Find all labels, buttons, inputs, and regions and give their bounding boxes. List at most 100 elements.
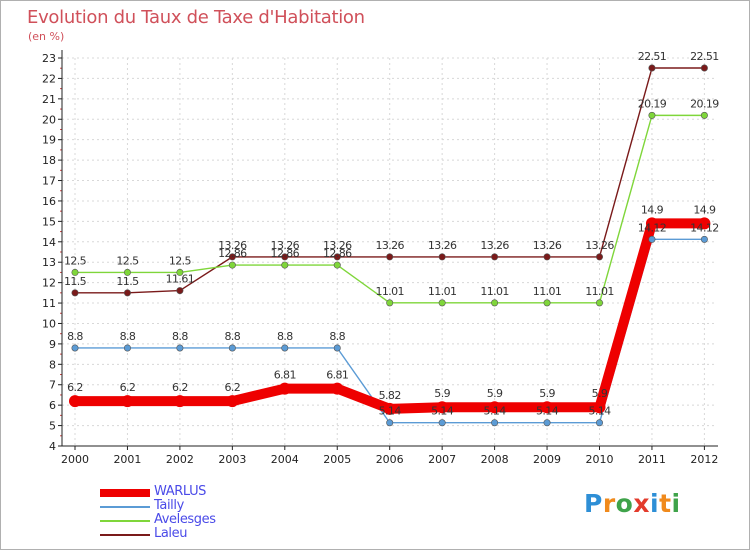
x-tick-label: 2010	[586, 453, 614, 466]
data-point-avelesges	[595, 299, 603, 307]
data-point-avelesges	[123, 268, 131, 276]
y-tick-label: 10	[42, 317, 56, 330]
x-tick-label: 2006	[376, 453, 404, 466]
data-point-tailly	[333, 344, 341, 352]
data-point-warlus	[383, 402, 396, 415]
legend-label: Laleu	[154, 526, 188, 541]
data-label-laleu: 13.26	[480, 239, 509, 252]
data-label-laleu: 11.61	[166, 273, 195, 286]
data-label-tailly: 8.8	[120, 330, 136, 343]
data-point-avelesges	[438, 299, 446, 307]
data-point-laleu	[543, 253, 551, 261]
logo-letter: x	[633, 489, 650, 518]
data-point-warlus	[278, 382, 291, 395]
legend-item-tailly: Tailly	[100, 498, 300, 515]
data-point-tailly	[491, 419, 499, 427]
data-point-avelesges	[176, 268, 184, 276]
y-tick-label: 17	[42, 175, 56, 188]
data-point-warlus	[226, 395, 239, 408]
data-label-tailly: 8.8	[172, 330, 188, 343]
data-point-laleu	[228, 253, 236, 261]
y-tick-label: 16	[42, 195, 56, 208]
data-label-avelesges: 12.5	[64, 254, 87, 267]
data-label-warlus: 5.9	[434, 387, 450, 400]
data-label-warlus: 6.81	[326, 369, 348, 382]
x-tick-label: 2000	[61, 453, 89, 466]
x-tick-label: 2003	[218, 453, 246, 466]
data-label-warlus: 6.81	[274, 369, 296, 382]
proxiti-logo: Proxiti	[584, 489, 681, 518]
data-point-laleu	[176, 287, 184, 295]
data-label-avelesges: 12.86	[218, 247, 247, 260]
data-label-warlus: 6.2	[172, 381, 188, 394]
data-point-tailly	[386, 419, 394, 427]
x-tick-label: 2004	[271, 453, 299, 466]
data-label-warlus: 5.9	[487, 387, 503, 400]
data-point-tailly	[595, 419, 603, 427]
data-point-warlus	[69, 395, 81, 408]
data-label-warlus: 5.82	[379, 389, 401, 402]
legend-item-laleu: Laleu	[100, 526, 300, 543]
grid-lines	[62, 57, 714, 447]
legend-label: WARLUS	[154, 484, 207, 499]
data-point-tailly	[438, 419, 446, 427]
data-point-laleu	[700, 64, 708, 72]
data-label-avelesges: 11.01	[585, 285, 614, 298]
data-label-laleu: 13.26	[533, 239, 562, 252]
y-tick-label: 14	[42, 236, 56, 249]
series-labels: 11.5 11.5 11.61 13.26 13.26 13.26 13.26 13.26 13…	[64, 50, 720, 418]
y-tick-label: 23	[42, 52, 56, 65]
data-point-avelesges	[386, 299, 394, 307]
data-label-tailly: 5.14	[588, 405, 611, 418]
data-point-tailly	[228, 344, 236, 352]
data-label-warlus: 14.9	[641, 203, 664, 216]
data-point-laleu	[281, 253, 289, 261]
data-label-warlus: 6.2	[120, 381, 136, 394]
y-tick-label: 19	[42, 134, 56, 147]
y-tick-label: 9	[49, 338, 56, 351]
legend-swatch	[100, 534, 150, 536]
data-label-laleu: 22.51	[638, 50, 667, 63]
data-label-avelesges: 12.86	[271, 247, 300, 260]
data-point-tailly	[71, 344, 79, 352]
logo-letter: i	[671, 489, 681, 518]
data-label-laleu: 11.5	[116, 275, 139, 288]
x-tick-label: 2008	[481, 453, 509, 466]
data-label-laleu: 13.26	[585, 239, 614, 252]
data-label-avelesges: 11.01	[533, 285, 562, 298]
data-label-avelesges: 12.5	[169, 254, 192, 267]
data-point-avelesges	[281, 261, 289, 269]
legend-swatch	[100, 520, 150, 522]
data-label-avelesges: 11.01	[480, 285, 509, 298]
data-label-tailly: 5.14	[536, 405, 559, 418]
data-point-tailly	[543, 419, 551, 427]
y-tick-label: 4	[49, 440, 56, 453]
y-tick-label: 15	[42, 215, 56, 228]
axes: 4 5 6 7 8 9 10 11 12 13 14 15 16 17 18 19 20 21 22 23 2000 20…	[42, 50, 718, 466]
data-point-tailly	[700, 235, 708, 243]
x-tick-label: 2007	[428, 453, 456, 466]
data-point-tailly	[176, 344, 184, 352]
data-point-avelesges	[700, 111, 708, 119]
data-label-tailly: 8.8	[224, 330, 240, 343]
data-label-warlus: 6.2	[224, 381, 240, 394]
y-tick-label: 6	[49, 399, 56, 412]
data-point-warlus	[436, 401, 449, 414]
data-label-tailly: 5.14	[379, 405, 402, 418]
y-tick-label: 5	[49, 420, 56, 433]
data-point-avelesges	[71, 268, 79, 276]
x-tick-label: 2011	[638, 453, 666, 466]
y-tick-label: 8	[49, 358, 56, 371]
data-point-avelesges	[333, 261, 341, 269]
data-label-tailly: 5.14	[484, 405, 507, 418]
legend-label: Tailly	[154, 498, 184, 513]
legend-item-avelesges: Avelesges	[100, 512, 300, 529]
data-label-tailly: 14.12	[690, 221, 719, 234]
x-tick-label: 2012	[690, 453, 718, 466]
data-label-avelesges: 11.01	[375, 285, 404, 298]
x-tick-label: 2005	[323, 453, 351, 466]
data-label-warlus: 5.9	[592, 387, 608, 400]
data-label-warlus: 14.9	[693, 203, 716, 216]
data-label-tailly: 14.12	[638, 221, 667, 234]
data-point-avelesges	[543, 299, 551, 307]
